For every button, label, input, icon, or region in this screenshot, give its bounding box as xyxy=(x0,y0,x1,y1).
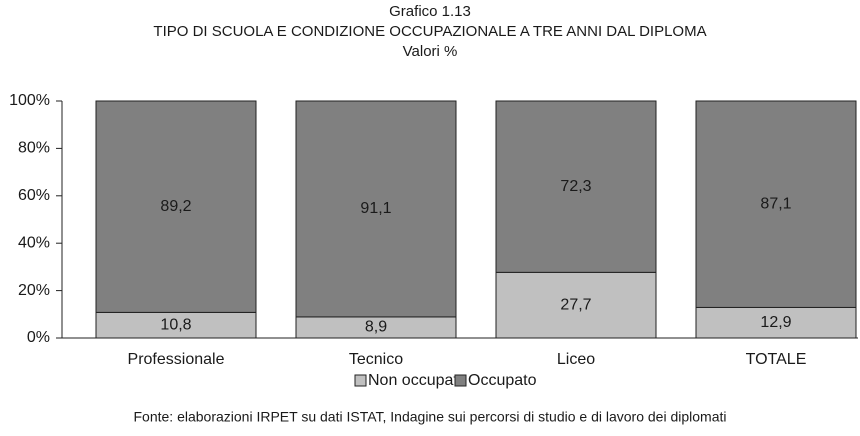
value-label: 87,1 xyxy=(760,195,791,212)
chart-title: Grafico 1.13 xyxy=(389,3,471,20)
bar-segment xyxy=(695,100,857,308)
bar-segment xyxy=(295,100,457,318)
bar-segment xyxy=(95,311,257,339)
value-label: 27,7 xyxy=(560,296,591,313)
value-label: 12,9 xyxy=(760,314,791,331)
y-tick-label: 80% xyxy=(18,140,50,157)
value-label: 91,1 xyxy=(360,200,391,217)
y-tick-label: 100% xyxy=(9,92,50,109)
bar-segment xyxy=(495,271,657,339)
x-tick-label: TOTALE xyxy=(746,351,807,368)
x-tick-label: Professionale xyxy=(128,351,225,368)
legend-swatch xyxy=(354,374,367,387)
value-label: 89,2 xyxy=(160,198,191,215)
value-label: 8,9 xyxy=(365,319,387,336)
value-label: 72,3 xyxy=(560,178,591,195)
legend-swatch xyxy=(454,374,467,387)
legend-label: Non occupato xyxy=(368,372,467,389)
unit-note: Valori % xyxy=(403,43,458,60)
source-note: Fonte: elaborazioni IRPET su dati ISTAT,… xyxy=(134,409,727,425)
y-tick-label: 60% xyxy=(18,187,50,204)
x-tick-label: Liceo xyxy=(557,351,595,368)
legend-label: Occupato xyxy=(468,372,537,389)
chart-subtitle: TIPO DI SCUOLA E CONDIZIONE OCCUPAZIONAL… xyxy=(153,23,706,40)
y-tick-label: 40% xyxy=(18,234,50,251)
value-label: 10,8 xyxy=(160,316,191,333)
y-tick-label: 20% xyxy=(18,282,50,299)
y-tick-label: 0% xyxy=(27,329,50,346)
bar-segment xyxy=(495,100,657,273)
x-tick-label: Tecnico xyxy=(349,351,403,368)
bar-segment xyxy=(95,100,257,313)
